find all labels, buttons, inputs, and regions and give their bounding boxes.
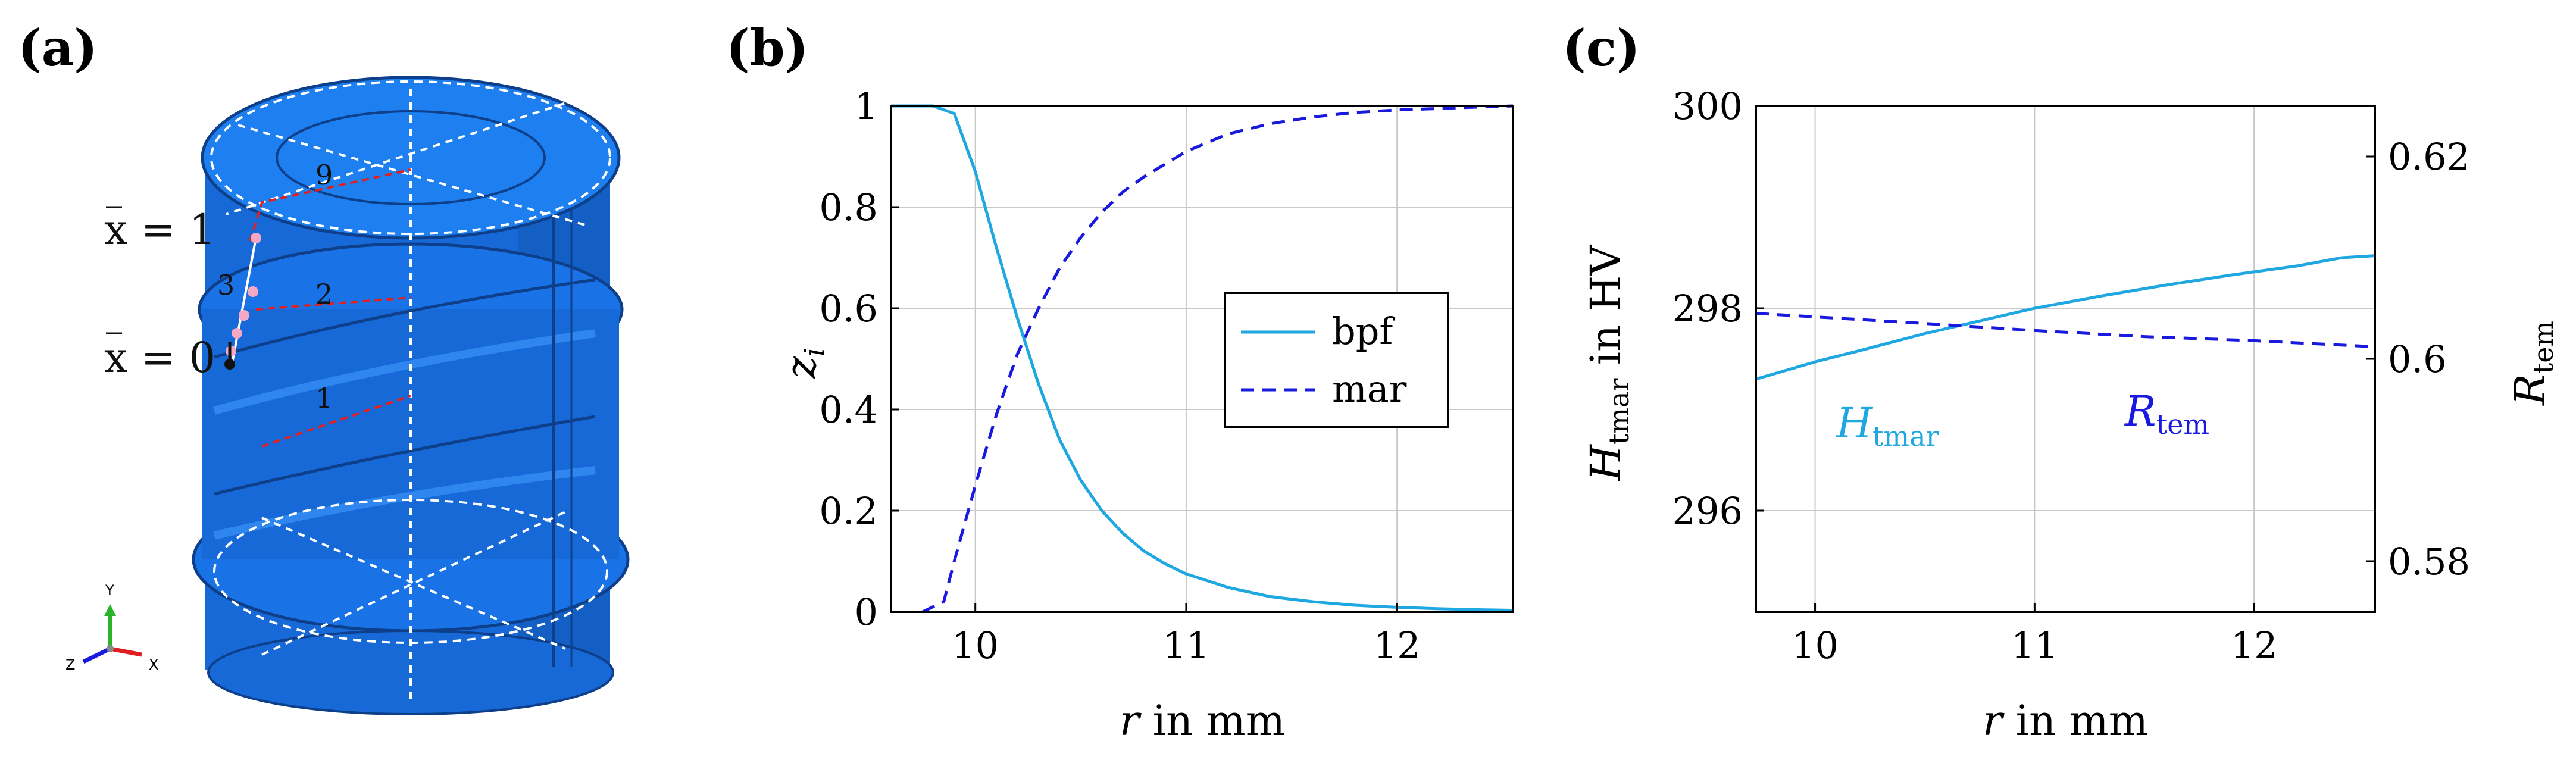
red-path-9 <box>249 168 411 242</box>
diag-dashed-2 <box>226 94 590 215</box>
triad-x-label: X <box>149 656 158 673</box>
annotation-r-tem: Rtem <box>2124 387 2209 440</box>
legend-bpf-label: bpf <box>1332 309 1395 353</box>
panel-b-legend: bpf mar <box>1224 292 1449 428</box>
diag-dashed-3 <box>261 511 566 656</box>
panel-b-x-tick-labels: 10 11 12 <box>952 624 1420 667</box>
panel-c-ticks <box>1756 105 2375 612</box>
panel-c-xlabel: r in mm <box>1983 696 2148 745</box>
panel-b-frame <box>890 105 1514 613</box>
point-label-9: 9 <box>315 159 333 191</box>
c-ytick-left-label-298: 298 <box>1672 287 1743 330</box>
point-label-2: 2 <box>315 278 333 310</box>
b-ytick-label-4: 0.8 <box>819 186 878 229</box>
c-ytick-left-label-296: 296 <box>1672 489 1743 533</box>
series-R_tem <box>1755 312 2375 349</box>
model-labels: x = 1 x = 0 9 3 2 1 <box>104 159 333 414</box>
b-xtick-label-10: 10 <box>952 624 999 667</box>
legend-box <box>1224 292 1449 428</box>
panel-c-grid <box>1756 106 2375 612</box>
b-ytick-label-2: 0.4 <box>819 388 878 431</box>
point-line <box>231 237 257 364</box>
panel-c-frame <box>1755 105 2376 613</box>
panel-c: (c) 10 11 12 296 298 300 0.58 0.6 0.62 r in mm… <box>1562 18 2559 745</box>
triad-y-label: Y <box>105 582 114 599</box>
diag-dashed-4 <box>261 517 566 650</box>
cylinder-model <box>192 76 630 715</box>
point-pink-4 <box>232 328 242 339</box>
c-ytick-right-label-0: 0.58 <box>2388 540 2470 583</box>
point-label-3: 3 <box>217 269 235 301</box>
c-xtick-label-11: 11 <box>2011 624 2058 667</box>
panel-a: (a) <box>18 18 630 715</box>
point-label-1: 1 <box>315 382 333 414</box>
red-path-2 <box>255 296 411 311</box>
top-inner-ring <box>276 110 546 205</box>
point-pink-3 <box>239 310 249 321</box>
triad-z-label: Z <box>65 656 75 673</box>
panel-b: (b) 10 11 12 0 0.2 0.4 0.6 0.8 1 r in mm zi bpf… <box>726 18 1514 745</box>
triad-origin <box>107 645 114 652</box>
c-ytick-right-label-2: 0.62 <box>2388 135 2470 179</box>
b-xtick-label-11: 11 <box>1162 624 1209 667</box>
triad-x-axis <box>110 646 142 657</box>
legend-mar-label: mar <box>1332 367 1407 411</box>
b-ytick-label-0: 0 <box>855 590 878 634</box>
b-ytick-label-5: 1 <box>855 85 878 128</box>
b-ytick-label-3: 0.6 <box>819 287 878 330</box>
series-H_tmar <box>1755 254 2375 381</box>
panel-c-ylabel-left: Htmar in HV <box>1581 244 1635 482</box>
top-dashed-circle <box>210 80 611 235</box>
panel-b-y-tick-labels: 0 0.2 0.4 0.6 0.8 1 <box>819 85 878 634</box>
point-pink-2 <box>248 286 258 297</box>
panel-b-xlabel: r in mm <box>1120 696 1285 745</box>
b-xtick-label-12: 12 <box>1374 624 1421 667</box>
groove-1-hl <box>213 329 596 415</box>
panel-a-label: (a) <box>18 18 98 77</box>
c-xtick-label-12: 12 <box>2231 624 2278 667</box>
b-ytick-label-1: 0.2 <box>819 489 878 533</box>
xbar-bottom-label: x = 0 <box>104 333 215 382</box>
panel-b-series <box>891 104 1514 614</box>
panel-c-ylabel-right: Rtem <box>2506 321 2559 406</box>
panel-c-y-right-tick-labels: 0.58 0.6 0.62 <box>2388 135 2470 583</box>
red-path-1 <box>261 395 411 448</box>
panel-c-x-tick-labels: 10 11 12 <box>1792 624 2277 667</box>
panel-c-y-left-tick-labels: 296 298 300 <box>1672 85 1743 533</box>
c-ytick-left-label-300: 300 <box>1672 85 1743 128</box>
series-bpf <box>891 104 1514 612</box>
panel-c-series <box>1755 254 2375 381</box>
triad-z-axis <box>82 646 111 664</box>
series-mar <box>922 104 1514 614</box>
point-pink-1 <box>251 233 261 243</box>
coordinate-triad: Y Z X <box>65 582 158 673</box>
c-xtick-label-10: 10 <box>1792 624 1839 667</box>
groove-1 <box>214 278 596 359</box>
panel-b-label: (b) <box>726 18 808 77</box>
diag-dashed-1 <box>237 124 590 227</box>
panel-b-ylabel: zi <box>777 348 830 379</box>
xbar-top-label: x = 1 <box>104 205 215 254</box>
annotation-h-tmar: Htmar <box>1835 399 1939 452</box>
panel-c-label: (c) <box>1562 18 1640 77</box>
groove-2 <box>214 415 596 496</box>
c-ytick-right-label-1: 0.6 <box>2388 337 2447 381</box>
panel-b-ticks <box>891 105 1398 613</box>
triad-y-arrow <box>104 604 116 616</box>
